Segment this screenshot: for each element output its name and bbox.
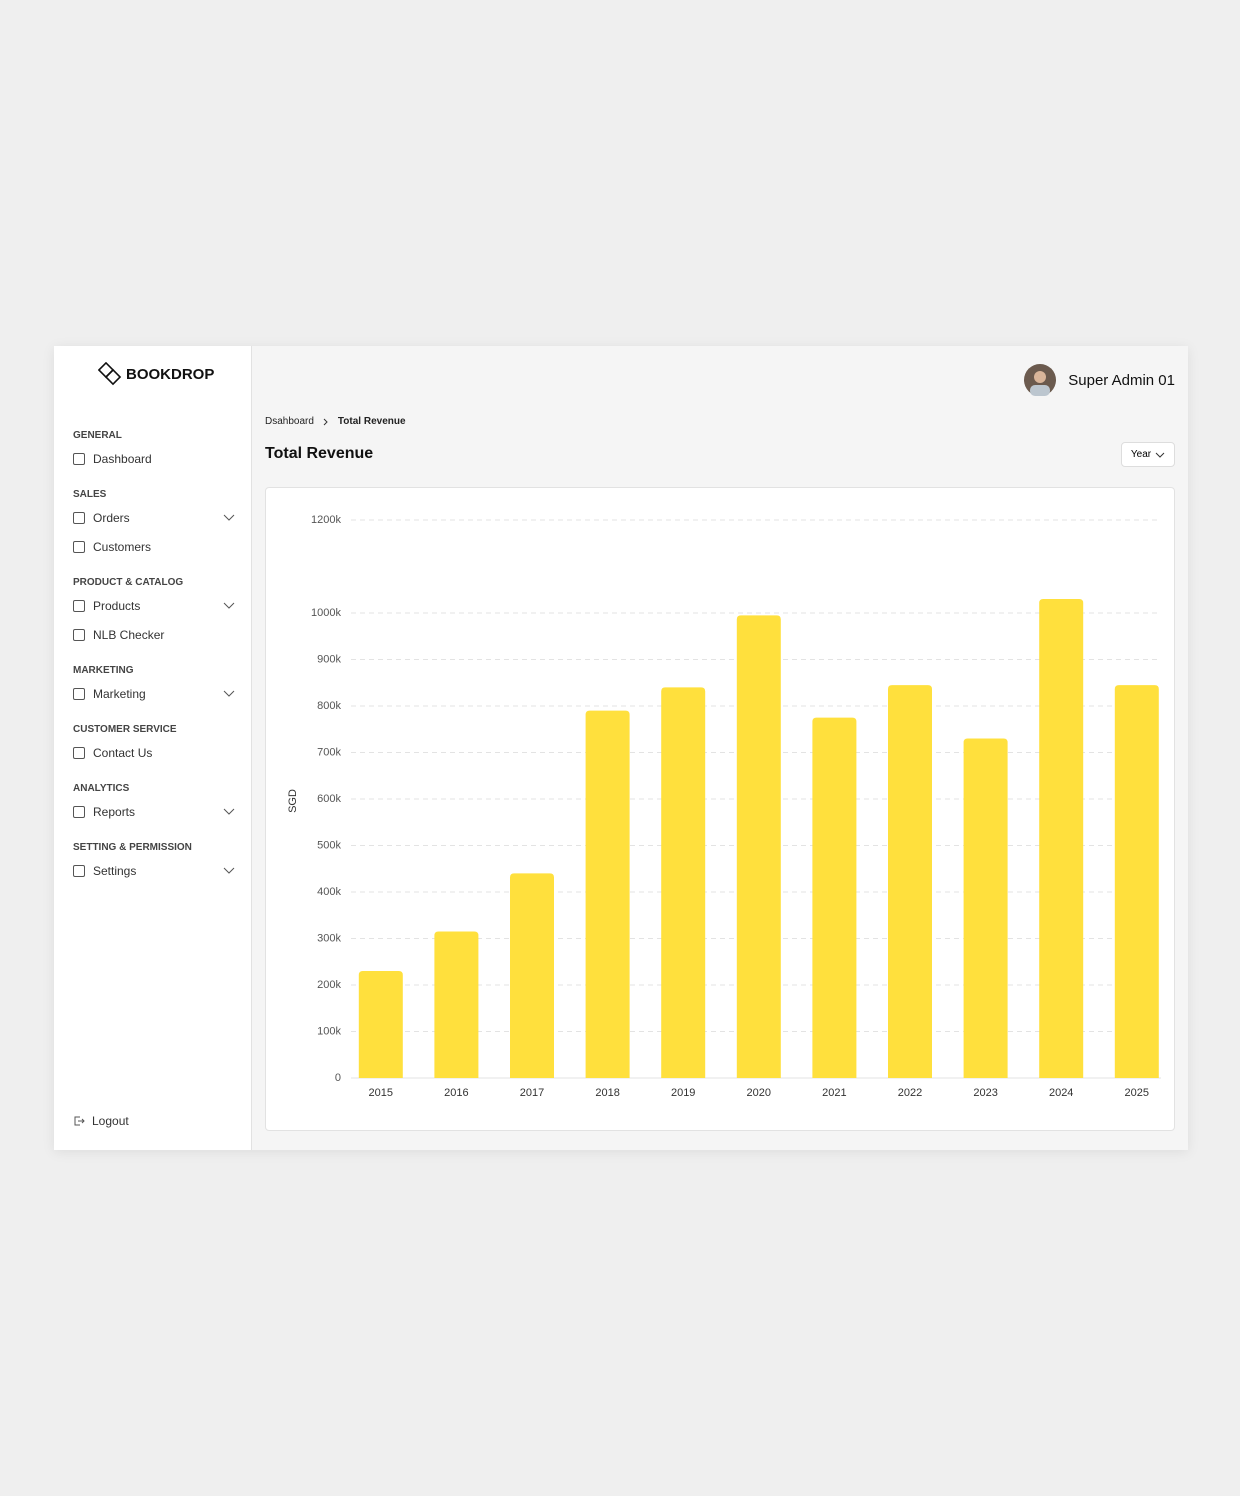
y-tick-label: 600k: [317, 793, 341, 805]
brand: BOOKDROP: [98, 362, 214, 386]
bar: [661, 687, 706, 1078]
nav-item[interactable]: Marketing: [73, 679, 235, 708]
nav-chevron: [223, 805, 235, 819]
x-tick-label: 2021: [822, 1087, 846, 1099]
nav-menu: GENERAL Dashboard SALES Orders Customers PROD…: [73, 414, 235, 885]
bar: [963, 738, 1008, 1078]
avatar: [1024, 364, 1057, 396]
y-tick-label: 300k: [317, 932, 341, 944]
nav-chevron: [223, 599, 235, 613]
chart: SGD 0 100k 200k 300k 400k 500k 600k 700k 800k 900k…: [287, 514, 1161, 1099]
x-tick-label: 2017: [520, 1087, 544, 1099]
nav-section: CUSTOMER SERVICE: [73, 724, 177, 735]
breadcrumb: Dsahboard Total Revenue: [265, 416, 406, 427]
y-tick-label: 500k: [317, 839, 341, 851]
breadcrumb-current: Total Revenue: [337, 416, 406, 427]
nav-section: ANALYTICS: [73, 783, 130, 794]
year-filter-label: Year: [1130, 449, 1152, 460]
x-tick-label: 2023: [973, 1087, 997, 1099]
nav-item[interactable]: NLB Checker: [73, 620, 235, 649]
user-name: Super Admin 01: [1068, 371, 1175, 389]
user-menu[interactable]: Super Admin 01: [1024, 364, 1175, 396]
logout-label: Logout: [92, 1114, 129, 1128]
nav-section: PRODUCT & CATALOG: [73, 577, 184, 588]
nav-item[interactable]: Contact Us: [73, 738, 235, 767]
bar: [812, 717, 857, 1078]
bar: [585, 710, 630, 1078]
nav-icon: [73, 540, 85, 553]
x-tick-label: 2016: [444, 1087, 468, 1099]
nav-label: Settings: [93, 863, 137, 878]
nav-icon: [73, 864, 85, 877]
logout[interactable]: Logout: [73, 1114, 129, 1128]
nav-label: NLB Checker: [93, 627, 165, 642]
x-tick-label: 2015: [369, 1087, 393, 1099]
nav-label: Contact Us: [93, 745, 153, 760]
nav-label: Customers: [93, 539, 152, 554]
nav-icon: [73, 687, 85, 700]
chart-card: SGD 0 100k 200k 300k 400k 500k 600k 700k 800k 900k…: [265, 487, 1175, 1131]
bar: [358, 971, 403, 1078]
bar: [510, 873, 554, 1078]
breadcrumb-sep: [323, 418, 328, 425]
bar: [736, 615, 781, 1078]
nav-item[interactable]: Products: [73, 591, 235, 620]
nav-label: Dashboard: [93, 451, 152, 466]
chevron: [1155, 452, 1165, 458]
y-tick-label: 1200k: [311, 514, 341, 526]
y-tick-label: 800k: [317, 700, 341, 712]
nav-chevron: [223, 864, 235, 878]
y-tick-label: 100k: [317, 1025, 341, 1037]
nav-item[interactable]: Customers: [73, 532, 235, 561]
app-window: BOOKDROP GENERAL Dashboard SALES Orders Cust…: [54, 346, 1188, 1150]
y-tick-label: 400k: [317, 886, 341, 898]
nav-chevron: [223, 511, 235, 525]
nav-icon: [73, 452, 85, 465]
x-tick-label: 2024: [1049, 1087, 1073, 1099]
nav-icon: [73, 805, 85, 818]
nav-section: SETTING & PERMISSION: [73, 842, 192, 853]
nav-item[interactable]: Reports: [73, 797, 235, 826]
x-tick-label: 2018: [595, 1087, 619, 1099]
sidebar: BOOKDROP GENERAL Dashboard SALES Orders Cust…: [54, 346, 252, 1150]
bar: [1114, 685, 1159, 1078]
logo: [98, 362, 122, 386]
nav-icon: [73, 628, 85, 641]
y-tick-label: 700k: [317, 746, 341, 758]
y-tick-label: 1000k: [311, 607, 341, 619]
page-title: Total Revenue: [265, 445, 374, 462]
bar: [434, 931, 479, 1078]
nav-item[interactable]: Orders: [73, 503, 235, 532]
x-tick-label: 2020: [747, 1087, 771, 1099]
y-axis-label: SGD: [287, 789, 299, 813]
nav-section: GENERAL: [73, 430, 122, 441]
nav-icon: [73, 599, 85, 612]
logout-icon: [74, 1116, 85, 1126]
nav-item[interactable]: Settings: [73, 856, 235, 885]
bar: [1039, 599, 1084, 1078]
nav-label: Products: [93, 598, 141, 613]
nav-section: MARKETING: [73, 665, 134, 676]
nav-label: Marketing: [93, 686, 146, 701]
nav-icon: [73, 511, 85, 524]
x-tick-label: 2025: [1125, 1087, 1149, 1099]
brand-name: BOOKDROP: [126, 365, 215, 383]
nav-chevron: [223, 687, 235, 701]
nav-item[interactable]: Dashboard: [73, 444, 235, 473]
x-tick-label: 2022: [898, 1087, 922, 1099]
nav-icon: [73, 746, 85, 759]
year-filter[interactable]: Year: [1121, 442, 1175, 467]
nav-section: SALES: [73, 489, 107, 500]
breadcrumb-link[interactable]: Dsahboard: [265, 416, 314, 427]
bar: [888, 685, 932, 1078]
x-tick-label: 2019: [671, 1087, 695, 1099]
y-tick-label: 0: [335, 1072, 341, 1084]
y-tick-label: 900k: [317, 653, 341, 665]
nav-label: Reports: [93, 804, 136, 819]
y-tick-label: 200k: [317, 979, 341, 991]
nav-label: Orders: [93, 510, 130, 525]
